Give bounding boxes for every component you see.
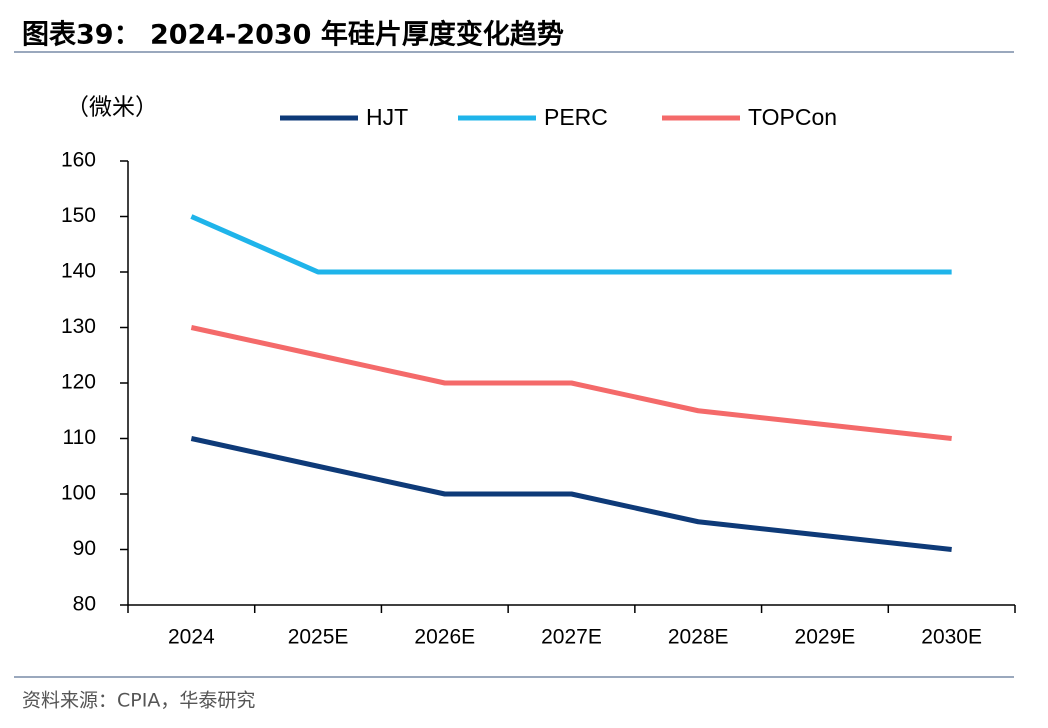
legend-label: HJT — [366, 104, 408, 130]
x-tick-label: 2030E — [921, 626, 982, 649]
y-tick-label: 150 — [61, 204, 96, 227]
y-tick-label: 120 — [61, 371, 96, 394]
x-tick-label: 2027E — [541, 626, 602, 649]
legend-label: TOPCon — [748, 104, 837, 130]
y-tick-label: 90 — [73, 537, 96, 560]
y-tick-label: 160 — [61, 149, 96, 172]
y-tick-label: 80 — [73, 593, 96, 616]
source: 资料来源：CPIA，华泰研究 — [22, 690, 255, 712]
x-tick-label: 2029E — [795, 626, 856, 649]
chart-title: 图表39： 2024-2030 年硅片厚度变化趋势 — [22, 19, 564, 51]
series-line — [190, 325, 952, 441]
y-tick-label: 140 — [61, 260, 96, 283]
y-tick-label: 130 — [61, 315, 96, 338]
x-tick-label: 2025E — [288, 626, 349, 649]
x-tick-label: 2026E — [414, 626, 475, 649]
y-axis-label: （微米） — [66, 95, 158, 121]
y-tick-label: 100 — [61, 482, 96, 505]
series-line — [190, 436, 952, 552]
legend-label: PERC — [544, 104, 608, 130]
series-line — [190, 214, 952, 275]
y-tick-label: 110 — [63, 426, 96, 449]
x-tick-label: 2024 — [168, 626, 215, 649]
x-tick-label: 2028E — [668, 626, 729, 649]
